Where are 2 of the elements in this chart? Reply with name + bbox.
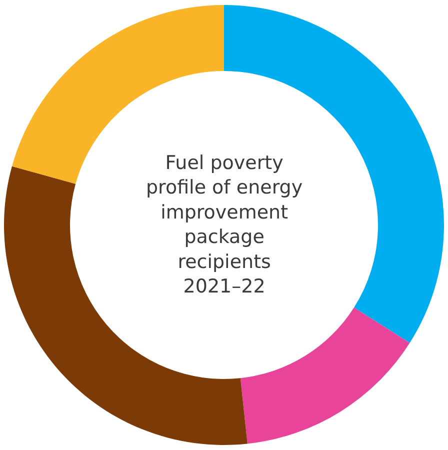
donut-slice: [240, 308, 410, 444]
text: Fuel poverty profile of energy improvement package recipients 2021–22: [146, 152, 303, 298]
